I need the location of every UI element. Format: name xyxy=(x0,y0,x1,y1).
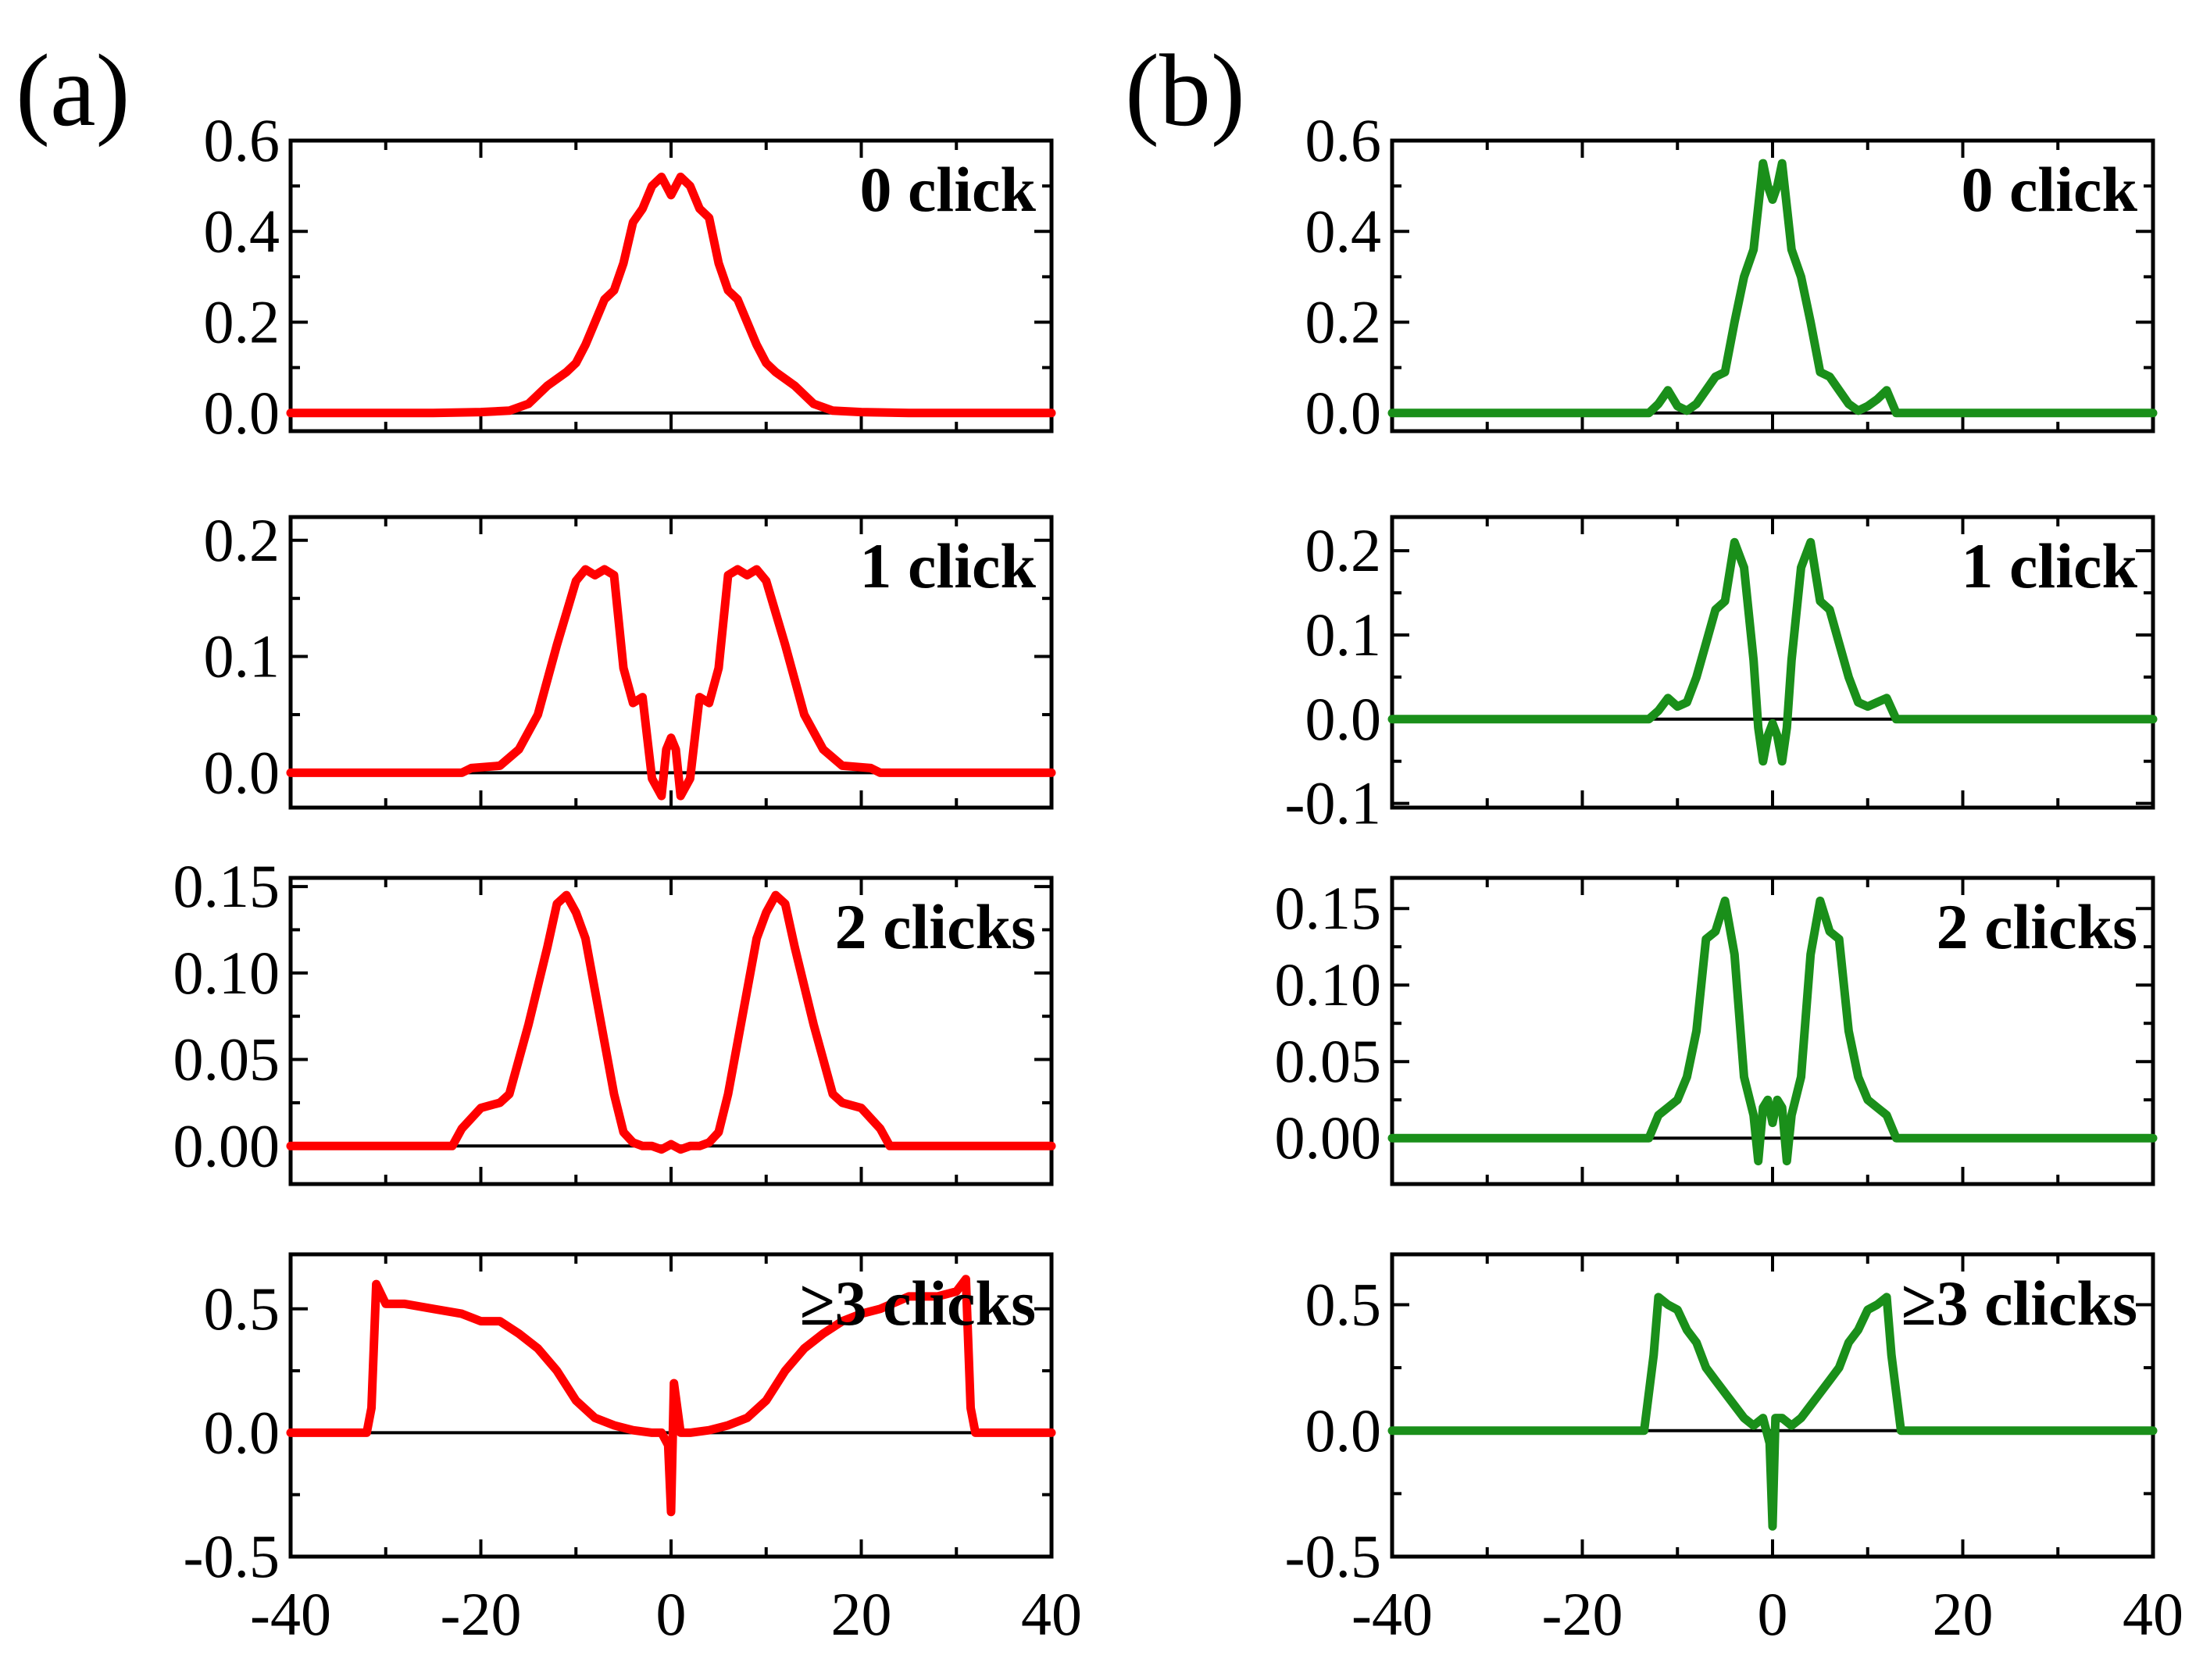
y-tick-label: 0.6 xyxy=(1305,106,1382,174)
y-tick-label: 0.1 xyxy=(1305,601,1382,669)
x-tick-label: 20 xyxy=(831,1580,892,1648)
y-tick-label: -0.5 xyxy=(1285,1522,1381,1590)
series-line xyxy=(286,890,1056,1154)
y-tick-label: 0.10 xyxy=(1275,951,1382,1018)
series-line xyxy=(1387,1293,2158,1531)
y-tick-label: 0.2 xyxy=(204,288,280,356)
click-count-label: 1 click xyxy=(860,530,1037,601)
y-tick-label: 0.2 xyxy=(204,506,280,574)
y-tick-label: 0.15 xyxy=(173,852,280,920)
series-line xyxy=(286,1275,1056,1517)
y-tick-label: -0.1 xyxy=(1285,769,1381,837)
y-tick-label: 0.05 xyxy=(173,1025,280,1093)
y-tick-label: 0.05 xyxy=(1275,1027,1382,1095)
y-tick-label: 0.0 xyxy=(204,738,280,806)
subplot-a-4: -0.5 0.0 0.5 ≥3 clicks -40 -20 0 20 40 xyxy=(184,1252,1082,1648)
x-tick-label: 0 xyxy=(656,1580,687,1648)
x-tick-label: 40 xyxy=(2123,1580,2183,1648)
x-tick-label: -40 xyxy=(1351,1580,1433,1648)
series-line xyxy=(1387,159,2158,418)
y-tick-label: 0.1 xyxy=(204,622,280,690)
y-tick-label: 0.0 xyxy=(204,1398,280,1466)
subplot-a-2: 0.0 0.1 0.2 1 click xyxy=(204,506,1056,810)
y-tick-label: 0.00 xyxy=(173,1111,280,1179)
click-count-label: 1 click xyxy=(1962,530,2138,601)
click-count-label: 2 clicks xyxy=(835,891,1036,962)
y-tick-label: 0.0 xyxy=(204,379,280,447)
panel-label-b: (b) xyxy=(1125,33,1245,148)
series-line xyxy=(1387,537,2158,766)
series-line xyxy=(286,173,1056,418)
panel-label-a: (a) xyxy=(16,33,130,148)
click-count-label: 2 clicks xyxy=(1937,891,2137,962)
y-tick-label: 0.0 xyxy=(1305,1396,1382,1464)
series-line xyxy=(1387,896,2158,1166)
series-line xyxy=(286,565,1056,801)
click-count-label: 0 click xyxy=(860,154,1037,225)
y-tick-label: 0.4 xyxy=(1305,197,1382,265)
x-tick-label: 20 xyxy=(1933,1580,1994,1648)
y-tick-label: 0.10 xyxy=(173,939,280,1007)
y-tick-label: -0.5 xyxy=(184,1522,280,1590)
x-tick-label: -20 xyxy=(1542,1580,1623,1648)
subplot-a-1: 0.0 0.2 0.4 0.6 0 click xyxy=(204,106,1056,447)
y-tick-label: 0.15 xyxy=(1275,874,1382,942)
x-tick-label: 0 xyxy=(1758,1580,1788,1648)
y-tick-label: 0.6 xyxy=(204,106,280,174)
subplot-b-2: -0.1 0.0 0.1 0.2 1 click xyxy=(1285,515,2158,837)
y-tick-label: 0.2 xyxy=(1305,516,1382,584)
x-tick-label: 40 xyxy=(1021,1580,1082,1648)
subplot-a-3: 0.00 0.05 0.10 0.15 2 clicks xyxy=(173,852,1056,1186)
click-count-label: 0 click xyxy=(1962,154,2138,225)
x-tick-label: -20 xyxy=(441,1580,522,1648)
x-tick-label: -40 xyxy=(250,1580,331,1648)
y-tick-label: 0.5 xyxy=(204,1275,280,1343)
y-tick-label: 0.0 xyxy=(1305,685,1382,753)
subplot-b-1: 0.0 0.2 0.4 0.6 0 click xyxy=(1305,106,2158,447)
subplot-b-4: -0.5 0.0 0.5 ≥3 clicks -40 -20 0 20 40 xyxy=(1285,1252,2183,1648)
y-tick-label: 0.5 xyxy=(1305,1271,1382,1339)
y-tick-label: 0.00 xyxy=(1275,1104,1382,1172)
click-count-label: ≥3 clicks xyxy=(1901,1268,2137,1339)
y-tick-label: 0.0 xyxy=(1305,379,1382,447)
click-count-label: ≥3 clicks xyxy=(800,1268,1036,1339)
y-tick-label: 0.4 xyxy=(204,197,280,265)
y-tick-label: 0.2 xyxy=(1305,288,1382,356)
subplot-b-3: 0.00 0.05 0.10 0.15 2 clicks xyxy=(1275,874,2158,1186)
